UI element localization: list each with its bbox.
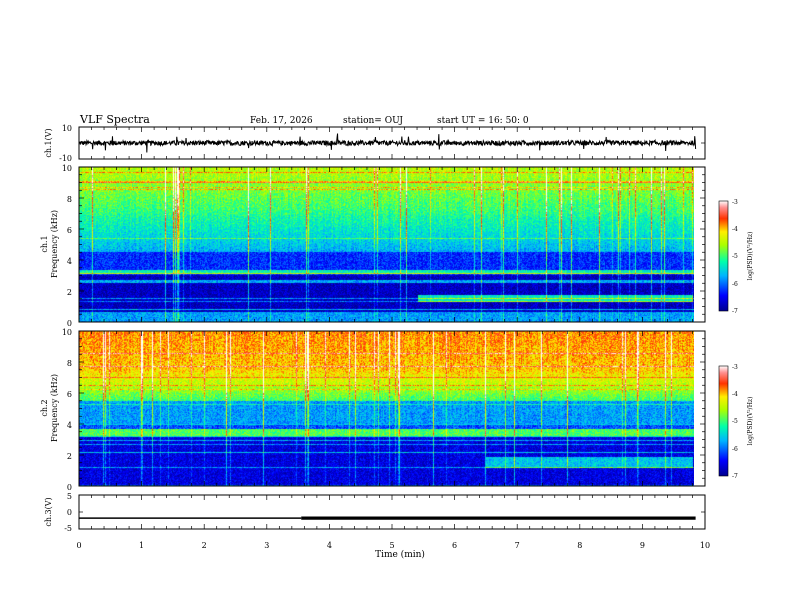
- date-label: Feb. 17, 2026: [250, 116, 313, 126]
- ch3-signal-ticks: [78, 494, 706, 530]
- time-axis: 0 1 2 3 4 5 6 7 8 9 10 Time (min): [76, 541, 710, 560]
- start-time-label: start UT = 16: 50: 0: [437, 116, 529, 126]
- ch2-colorbar-tick-m4: -4: [732, 391, 738, 398]
- time-axis-tick-label: 7: [515, 541, 520, 550]
- ch1-waveform-panel: 10 -10 ch.1(V): [44, 124, 706, 163]
- ch1-colorbar-tick-m6: -6: [732, 281, 738, 288]
- ch2-spectrogram-ylabel-frequency: Frequency (kHz): [50, 374, 59, 442]
- ch1-colorbar: -3 -4 -5 -6 -7 log(PSD)(V²/Hz): [718, 199, 754, 315]
- ch1-spectrogram-ylabel-frequency: Frequency (kHz): [50, 210, 59, 278]
- ch1-spectrogram-image: [79, 167, 694, 322]
- time-axis-tick-label: 8: [577, 541, 582, 550]
- ch2-colorbar-bar: [718, 365, 729, 477]
- ch1-colorbar-label: log(PSD)(V²/Hz): [747, 232, 754, 281]
- ch2-colorbar-tick-m6: -6: [732, 446, 738, 453]
- ch3-ytick-m5: -5: [64, 524, 72, 533]
- time-axis-tick-label: 4: [327, 541, 332, 550]
- ch1-colorbar-bar: [718, 200, 729, 312]
- ch1-colorbar-tick-m5: -5: [732, 253, 738, 260]
- ch2-colorbar-tick-m3: -3: [732, 364, 738, 371]
- time-axis-tick-labels: 0 1 2 3 4 5 6 7 8 9 10: [76, 541, 710, 550]
- time-axis-tick-label: 9: [640, 541, 645, 550]
- ch3-signal-frame: [78, 494, 706, 530]
- ch1-colorbar-tick-m4: -4: [732, 226, 738, 233]
- station-label: station= OUJ: [343, 116, 403, 126]
- ch2-spectrogram-ytick-6: 6: [67, 390, 72, 399]
- ch1-colorbar-tick-m3: -3: [732, 199, 738, 206]
- ch1-spectrogram-ytick-6: 6: [67, 226, 72, 235]
- ch1-spectrogram-ytick-4: 4: [67, 257, 72, 266]
- ch1-waveform-ticks: [78, 126, 706, 160]
- ch3-ytick-0: 0: [67, 508, 72, 517]
- ch1-spectrogram-ytick-2: 2: [67, 288, 72, 297]
- ch1-spectrogram-ytick-8: 8: [67, 195, 72, 204]
- time-axis-label: Time (min): [375, 549, 425, 560]
- ch1-colorbar-tick-m7: -7: [732, 308, 738, 315]
- ch3-signal-panel: 5 0 -5 ch.3(V): [44, 492, 706, 533]
- ch1-waveform-trace: [78, 133, 697, 153]
- ch2-spectrogram-ylabel-channel: ch.2: [40, 399, 49, 416]
- ch2-spectrogram-ytick-8: 8: [67, 359, 72, 368]
- ch1-spectrogram-panel: 10 8 6 4 2 0 ch.1 Frequency (kHz): [40, 164, 706, 328]
- time-axis-tick-label: 5: [389, 541, 394, 550]
- ch2-spectrogram-ytick-0: 0: [67, 483, 72, 492]
- ch1-ytick-top: 10: [62, 124, 72, 133]
- ch2-spectrogram-image: [79, 331, 694, 486]
- ch1-ytick-bottom: -10: [59, 154, 72, 163]
- ch2-spectrogram-ticks: [78, 330, 706, 487]
- time-axis-tick-label: 10: [700, 541, 710, 550]
- time-axis-tick-label: 3: [264, 541, 269, 550]
- ch2-colorbar-tick-m5: -5: [732, 418, 738, 425]
- figure-title: VLF Spectra: [79, 113, 150, 126]
- ch2-colorbar: -3 -4 -5 -6 -7 log(PSD)(V²/Hz): [718, 364, 754, 480]
- ch2-colorbar-label: log(PSD)(V²/Hz): [747, 397, 754, 446]
- ch2-spectrogram-ytick-2: 2: [67, 452, 72, 461]
- ch1-spectrogram-ytick-0: 0: [67, 319, 72, 328]
- ch2-colorbar-tick-m7: -7: [732, 473, 738, 480]
- ch2-spectrogram-ytick-4: 4: [67, 421, 72, 430]
- ch1-spectrogram-ytick-10: 10: [62, 164, 72, 173]
- ch1-waveform-ylabel: ch.1(V): [44, 128, 53, 157]
- ch2-spectrogram-panel: 10 8 6 4 2 0 ch.2 Frequency (kHz): [40, 328, 706, 492]
- ch1-spectrogram-ylabel-channel: ch.1: [40, 235, 49, 252]
- time-axis-tick-label: 0: [76, 541, 81, 550]
- ch2-spectrogram-ytick-10: 10: [62, 328, 72, 337]
- ch1-spectrogram-ticks: [78, 166, 706, 323]
- ch3-ytick-5: 5: [67, 492, 72, 501]
- time-axis-tick-label: 6: [452, 541, 457, 550]
- time-axis-tick-label: 1: [139, 541, 144, 550]
- ch3-signal-ylabel: ch.3(V): [44, 497, 53, 526]
- time-axis-tick-label: 2: [202, 541, 207, 550]
